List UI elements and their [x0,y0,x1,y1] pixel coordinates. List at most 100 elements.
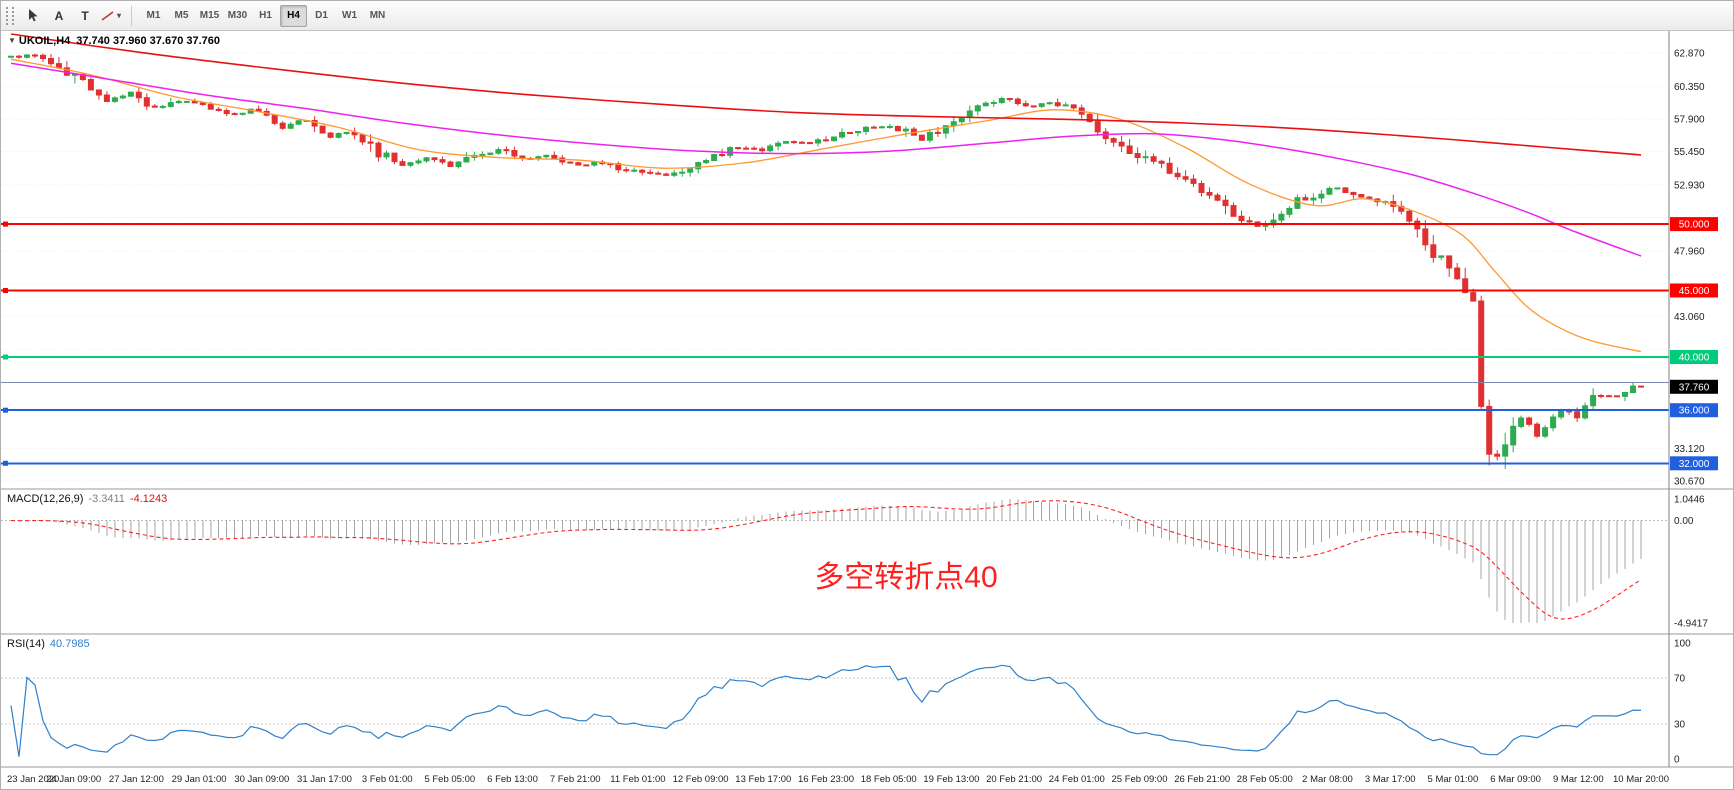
price-level-badge-45.000[interactable]: 45.000 [1670,283,1718,298]
price-gridlines [1,52,1669,482]
chart-canvas[interactable]: 62.870 60.350 57.900 55.450 52.930 47.960 43.0… [1,31,1734,790]
macd-histogram [18,499,1642,623]
svg-text:43.060: 43.060 [1674,312,1705,323]
svg-text:7 Feb 21:00: 7 Feb 21:00 [550,774,601,785]
svg-text:25 Feb 09:00: 25 Feb 09:00 [1112,774,1168,785]
svg-text:5 Feb 05:00: 5 Feb 05:00 [424,774,475,785]
price-level-badge-32.000[interactable]: 32.000 [1670,456,1718,471]
svg-text:18 Feb 05:00: 18 Feb 05:00 [861,774,917,785]
svg-text:70: 70 [1674,673,1686,684]
cursor-tool-button[interactable] [21,4,45,28]
chart-area[interactable]: 62.870 60.350 57.900 55.450 52.930 47.960 43.0… [1,31,1734,790]
svg-text:12 Feb 09:00: 12 Feb 09:00 [673,774,729,785]
svg-text:60.350: 60.350 [1674,82,1705,93]
svg-text:26 Feb 21:00: 26 Feb 21:00 [1174,774,1230,785]
timeframe-button-m5[interactable]: M5 [168,5,195,27]
timeframe-button-m1[interactable]: M1 [140,5,167,27]
timeframe-button-w1[interactable]: W1 [336,5,363,27]
svg-text:9 Mar 12:00: 9 Mar 12:00 [1553,774,1604,785]
line-style-tool-button[interactable]: ▾ [99,4,123,28]
horizontal-level-lines[interactable] [1,221,1669,466]
svg-text:6 Feb 13:00: 6 Feb 13:00 [487,774,538,785]
svg-text:3 Mar 17:00: 3 Mar 17:00 [1365,774,1416,785]
svg-text:33.120: 33.120 [1674,444,1705,455]
svg-text:10 Mar 20:00: 10 Mar 20:00 [1613,774,1669,785]
trendline-icon [101,10,114,21]
svg-text:100: 100 [1674,639,1691,650]
text-label-icon: A [54,8,64,23]
svg-text:24 Feb 01:00: 24 Feb 01:00 [1049,774,1105,785]
svg-text:37.760: 37.760 [1679,382,1710,393]
svg-text:-4.9417: -4.9417 [1674,619,1708,630]
svg-text:1.0446: 1.0446 [1674,495,1705,506]
line-handle[interactable] [3,407,8,413]
toolbar-separator [131,5,132,26]
svg-text:27 Jan 12:00: 27 Jan 12:00 [109,774,164,785]
svg-text:2 Mar 08:00: 2 Mar 08:00 [1302,774,1353,785]
dropdown-caret-icon: ▾ [116,11,121,20]
svg-text:6 Mar 09:00: 6 Mar 09:00 [1490,774,1541,785]
svg-text:55.450: 55.450 [1674,147,1705,158]
svg-text:19 Feb 13:00: 19 Feb 13:00 [923,774,979,785]
price-level-badge-50.000[interactable]: 50.000 [1670,217,1718,232]
price-badges[interactable]: 50.000 45.000 40.000 36.000 32.000 37.760 [1670,217,1718,471]
slow-ma-line [10,33,1642,156]
timeframe-button-d1[interactable]: D1 [308,5,335,27]
svg-text:30 Jan 09:00: 30 Jan 09:00 [234,774,289,785]
panel-separators[interactable] [1,488,1734,768]
svg-text:30.670: 30.670 [1674,477,1705,488]
svg-text:29 Jan 01:00: 29 Jan 01:00 [172,774,227,785]
svg-text:11 Feb 01:00: 11 Feb 01:00 [610,774,665,785]
price-level-badge-36.000[interactable]: 36.000 [1670,403,1718,418]
svg-text:20 Feb 21:00: 20 Feb 21:00 [986,774,1042,785]
price-axis[interactable]: 62.870 60.350 57.900 55.450 52.930 47.960 43.0… [1668,31,1708,767]
timeframe-button-h1[interactable]: H1 [252,5,279,27]
macd-signal-line [10,500,1642,620]
svg-text:50.000: 50.000 [1679,220,1710,231]
svg-text:47.960: 47.960 [1674,247,1705,258]
svg-text:30: 30 [1674,720,1686,731]
text-label-tool-button[interactable]: A [47,4,71,28]
fast-ma-line [10,58,1642,353]
timeframe-button-m15[interactable]: M15 [196,5,223,27]
svg-text:0: 0 [1674,755,1680,766]
svg-text:3 Feb 01:00: 3 Feb 01:00 [362,774,413,785]
svg-text:23 Jan 2020: 23 Jan 2020 [7,774,59,785]
chart-annotation[interactable]: 多空转折点40 [814,561,997,594]
rsi-panel [1,677,1669,725]
svg-text:13 Feb 17:00: 13 Feb 17:00 [735,774,791,785]
cursor-icon [29,9,38,22]
svg-text:24 Jan 09:00: 24 Jan 09:00 [46,774,101,785]
line-handle[interactable] [3,354,8,360]
line-handle[interactable] [3,460,8,466]
type-tool-icon: T [81,8,89,23]
price-level-badge-40.000[interactable]: 40.000 [1670,350,1718,364]
svg-text:28 Feb 05:00: 28 Feb 05:00 [1237,774,1293,785]
timeframe-button-h4[interactable]: H4 [280,4,307,27]
svg-text:32.000: 32.000 [1679,459,1710,470]
svg-text:31 Jan 17:00: 31 Jan 17:00 [297,774,352,785]
timeframe-button-mn[interactable]: MN [364,5,391,27]
svg-text:52.930: 52.930 [1674,181,1705,192]
toolbar: A T ▾ M1 M5 M15 M30 H1 H4 D1 W1 MN [1,1,1733,31]
candles-layer [8,53,1644,470]
svg-text:36.000: 36.000 [1679,406,1710,417]
toolbar-drag-handle[interactable] [6,6,14,25]
svg-text:5 Mar 01:00: 5 Mar 01:00 [1428,774,1479,785]
svg-text:62.870: 62.870 [1674,49,1705,60]
rsi-line [10,664,1642,757]
timeframe-group: M1 M5 M15 M30 H1 H4 D1 W1 MN [140,4,391,27]
line-handle[interactable] [3,288,8,293]
svg-text:57.900: 57.900 [1674,115,1705,126]
timeframe-button-m30[interactable]: M30 [224,5,251,27]
svg-text:16 Feb 23:00: 16 Feb 23:00 [798,774,854,785]
type-tool-button[interactable]: T [73,4,97,28]
mid-ma-line [10,62,1642,257]
svg-text:40.000: 40.000 [1679,353,1710,364]
svg-text:45.000: 45.000 [1679,286,1710,297]
current-price-badge[interactable]: 37.760 [1670,379,1718,394]
line-handle[interactable] [3,221,8,227]
svg-text:0.00: 0.00 [1674,516,1694,527]
